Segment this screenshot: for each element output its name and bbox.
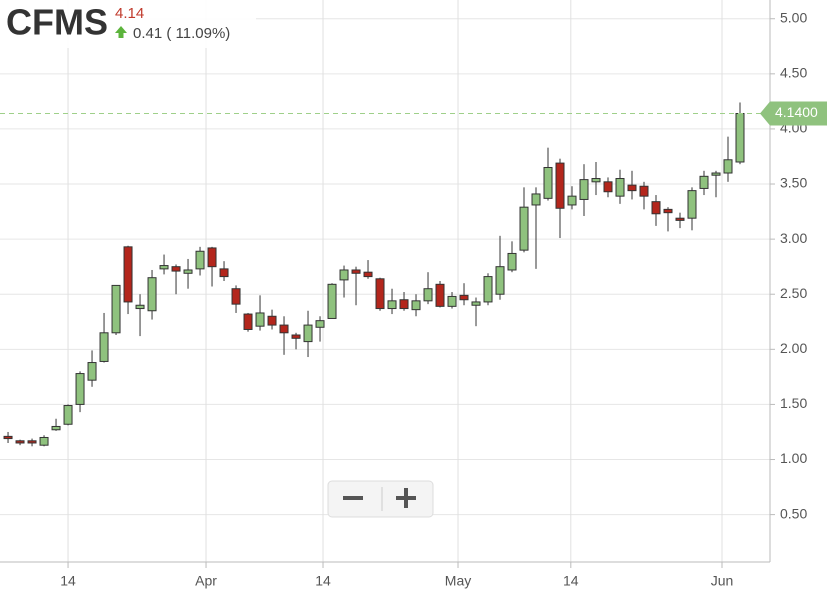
- candle-body: [339, 269, 349, 281]
- change: 0.41 ( 11.09%): [133, 25, 230, 42]
- y-tick-label: 1.00: [780, 450, 807, 466]
- candle-body: [291, 334, 301, 339]
- candle-body: [723, 159, 733, 174]
- candle-body: [459, 294, 469, 301]
- candle-body: [591, 178, 601, 183]
- candle-body: [111, 284, 121, 334]
- candle-body: [627, 184, 637, 192]
- ticker: CFMS: [6, 2, 108, 43]
- candle-body: [87, 362, 97, 381]
- candle-body: [219, 268, 229, 278]
- y-tick-label: 1.50: [780, 395, 807, 411]
- candle-body: [135, 304, 145, 310]
- candle-body: [531, 193, 541, 206]
- y-tick-label: 4.50: [780, 65, 807, 81]
- candle-body: [15, 440, 25, 444]
- candle-body: [279, 324, 289, 334]
- last-price-label: 4.1400: [775, 104, 818, 120]
- candle-body: [231, 288, 241, 305]
- candle-body: [435, 283, 445, 307]
- candle-body: [183, 269, 193, 274]
- candles: [3, 102, 745, 447]
- candle-body: [483, 276, 493, 303]
- candle-body: [543, 166, 553, 199]
- last-price-tag: [760, 101, 827, 126]
- x-tick-label: 14: [563, 573, 579, 589]
- candle-body: [519, 206, 529, 251]
- x-tick-label: Jun: [711, 573, 734, 589]
- candle-body: [495, 266, 505, 295]
- candle-body: [75, 373, 85, 405]
- candle-body: [687, 190, 697, 219]
- candle-body: [555, 162, 565, 209]
- price: 4.14: [115, 5, 144, 22]
- candle-body: [579, 179, 589, 200]
- candle-body: [327, 283, 337, 319]
- y-tick-label: 2.50: [780, 285, 807, 301]
- x-tick-label: 14: [315, 573, 331, 589]
- candle-body: [243, 313, 253, 330]
- grid: [0, 0, 775, 568]
- candle-body: [387, 300, 397, 310]
- candle-body: [639, 185, 649, 197]
- candle-body: [615, 178, 625, 197]
- candle-body: [675, 217, 685, 221]
- candle-body: [471, 301, 481, 306]
- header-bg: [0, 0, 256, 48]
- candle-body: [147, 277, 157, 312]
- candle-body: [663, 208, 673, 214]
- candle-body: [39, 436, 49, 446]
- candle-body: [267, 315, 277, 326]
- candle-body: [303, 324, 313, 343]
- candle-body: [447, 295, 457, 307]
- candle-body: [735, 113, 745, 163]
- candle-body: [159, 265, 169, 270]
- candle-body: [255, 312, 265, 327]
- y-tick-label: 3.50: [780, 175, 807, 191]
- y-tick-label: 5.00: [780, 9, 807, 25]
- zoom-control: [327, 480, 434, 518]
- candle-body: [27, 440, 37, 444]
- candle-body: [195, 250, 205, 270]
- candle-body: [99, 332, 109, 362]
- x-tick-label: Apr: [195, 573, 217, 589]
- candle-body: [423, 288, 433, 302]
- candle-body: [375, 278, 385, 310]
- candle-body: [351, 269, 361, 274]
- y-tick-label: 2.00: [780, 340, 807, 356]
- candle-body: [399, 299, 409, 310]
- zoom-in[interactable]: [396, 488, 416, 508]
- x-tick-label: May: [445, 573, 471, 589]
- candle-body: [699, 175, 709, 189]
- x-tick-label: 14: [60, 573, 76, 589]
- y-tick-label: 3.00: [780, 230, 807, 246]
- candle-body: [567, 195, 577, 206]
- y-tick-label: 0.50: [780, 505, 807, 521]
- candle-body: [411, 300, 421, 311]
- candle-body: [507, 252, 517, 271]
- candle-body: [207, 247, 217, 268]
- candle-body: [651, 201, 661, 215]
- candle-body: [171, 266, 181, 272]
- candle-body: [123, 246, 133, 303]
- candle-body: [603, 181, 613, 193]
- candle-body: [3, 435, 13, 440]
- candle-body: [363, 271, 373, 278]
- candle-body: [711, 172, 721, 176]
- zoom-out[interactable]: [343, 496, 363, 500]
- up-arrow: [115, 26, 127, 38]
- candle-body: [315, 320, 325, 328]
- candle-body: [51, 425, 61, 431]
- candle-body: [63, 405, 73, 425]
